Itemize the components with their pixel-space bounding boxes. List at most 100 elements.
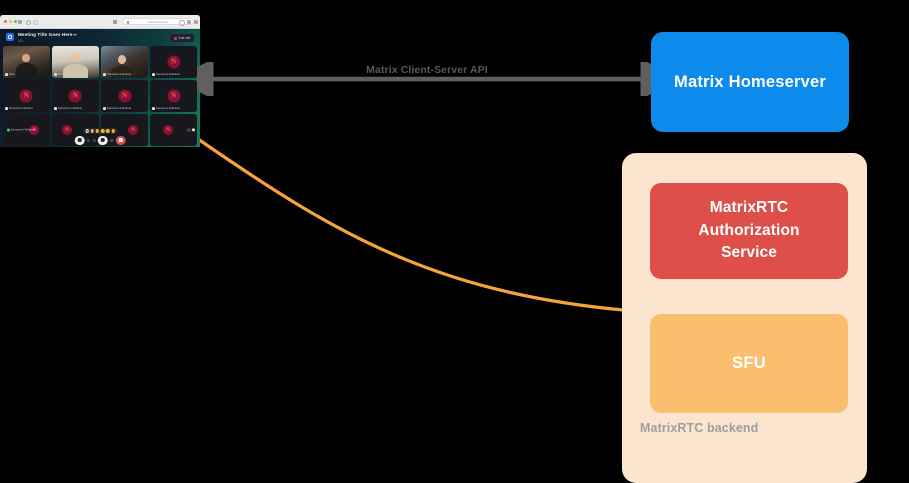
end-call-button[interactable]: End call (168, 33, 195, 43)
microphone-icon (152, 106, 155, 111)
participant-name: Someone Fullname (10, 128, 35, 132)
tile-controls[interactable] (187, 128, 195, 132)
end-call-label: End call (178, 36, 190, 40)
microphone-icon (103, 106, 106, 111)
back-icon[interactable] (26, 19, 31, 25)
avatar: N (19, 89, 33, 103)
avatar: N (127, 125, 138, 136)
sfu-label: SFU (732, 354, 766, 372)
tabs-overview-icon[interactable] (194, 19, 198, 24)
meeting-title: Meeting Title Goes Here (18, 32, 73, 37)
participant-name: Someone Fullname (8, 107, 33, 111)
reactions-bar[interactable] (82, 127, 118, 134)
avatar (110, 65, 134, 78)
participant-tile[interactable]: N Someone Fullname (150, 46, 197, 78)
participant-tile[interactable]: Someone Fullname (101, 46, 148, 78)
participant-nameplate: Someone Fullname (152, 72, 180, 77)
camera-button[interactable] (86, 138, 90, 142)
participant-grid: Alice Someone Fullname (3, 46, 197, 146)
address-bar[interactable]: call.element.io (122, 18, 194, 25)
meeting-subtitle: 12 ↑ (18, 38, 25, 43)
microphone-icon (54, 72, 57, 77)
participant-name: Someone Fullname (107, 107, 132, 111)
hangup-button[interactable] (115, 135, 126, 145)
forward-icon[interactable] (33, 19, 38, 25)
avatar: N (62, 125, 73, 136)
reaction-icon[interactable] (95, 129, 100, 133)
participant-tile[interactable]: N Someone Fullname (52, 80, 99, 112)
microphone-button[interactable] (74, 135, 85, 145)
call-controls[interactable] (74, 127, 126, 145)
fullscreen-icon[interactable] (187, 128, 191, 132)
avatar: N (163, 125, 174, 136)
browser-chrome: call.element.io (0, 15, 200, 29)
hangup-icon (173, 36, 177, 40)
client-browser-window[interactable]: call.element.io Meeting Title Goes Here … (0, 15, 200, 147)
matrixrtc-authorization-service-label: MatrixRTC Authorization Service (698, 199, 800, 262)
participant-name: Someone Fullname (107, 72, 132, 76)
more-options-button[interactable] (110, 138, 114, 142)
reaction-icon[interactable] (100, 129, 105, 133)
address-bar-url: call.element.io (147, 19, 169, 24)
shield-icon[interactable] (113, 19, 117, 24)
participant-tile[interactable]: Someone Fullname (52, 46, 99, 78)
matrixrtc-authorization-service-node[interactable]: MatrixRTC Authorization Service (650, 183, 848, 279)
participant-tile[interactable]: Alice (3, 46, 50, 78)
avatar: N (167, 89, 181, 103)
matrix-homeserver-node[interactable]: Matrix Homeserver (651, 32, 849, 132)
participant-name: Someone Fullname (57, 72, 83, 76)
participant-nameplate: Someone Fullname (5, 106, 33, 111)
chevron-down-icon[interactable] (73, 34, 77, 37)
more-options-icon[interactable] (191, 128, 195, 132)
avatar: N (68, 89, 82, 103)
zoom-icon[interactable] (14, 20, 17, 23)
call-header: Meeting Title Goes Here 12 ↑ End call (0, 29, 200, 46)
control-buttons-row[interactable] (74, 135, 126, 145)
participant-nameplate: Someone Fullname (54, 106, 83, 111)
microphone-icon (5, 106, 8, 111)
sidebar-icon[interactable] (18, 19, 22, 24)
participant-nameplate: Someone Fullname (7, 129, 35, 132)
participant-name: Alice (8, 72, 15, 76)
minimize-icon[interactable] (9, 20, 12, 23)
app-logo-icon (6, 33, 14, 41)
screenshare-button[interactable] (92, 138, 96, 142)
participant-tile[interactable]: N Someone Fullname (3, 80, 50, 112)
matrixrtc-backend-label: MatrixRTC backend (640, 421, 759, 435)
participant-nameplate: Someone Fullname (103, 72, 132, 77)
microphone-icon (77, 138, 82, 143)
diagram-canvas: call.element.io Meeting Title Goes Here … (0, 15, 867, 483)
hangup-icon (118, 138, 123, 143)
sfu-node[interactable]: SFU (650, 314, 848, 413)
participant-tile[interactable]: N Someone Fullname (150, 80, 197, 112)
traffic-lights[interactable] (4, 20, 17, 23)
matrixrtc-backend-panel: MatrixRTC Authorization Service SFU Matr… (622, 153, 867, 483)
reaction-icon[interactable] (111, 129, 115, 133)
participant-name: Someone Fullname (57, 107, 83, 111)
participant-name: Someone Fullname (156, 107, 181, 111)
participant-nameplate: Someone Fullname (54, 72, 83, 77)
share-icon[interactable] (179, 19, 185, 26)
microphone-icon (5, 72, 8, 77)
avatar (70, 52, 80, 63)
participant-tile[interactable]: N (150, 114, 197, 146)
new-tab-icon[interactable] (187, 19, 191, 24)
avatar: N (167, 55, 181, 69)
lock-icon (127, 21, 129, 24)
microphone-icon (7, 128, 10, 132)
matrix-homeserver-label: Matrix Homeserver (674, 72, 826, 91)
raise-hand-button[interactable] (98, 135, 108, 145)
reaction-icon[interactable] (106, 129, 110, 133)
avatar (16, 63, 37, 78)
avatar (63, 64, 88, 78)
participant-nameplate: Someone Fullname (103, 106, 132, 111)
client-server-api-label: Matrix Client-Server API (366, 64, 488, 76)
participant-tile[interactable]: N Someone Fullname (101, 80, 148, 112)
participant-nameplate: Someone Fullname (152, 106, 181, 111)
participant-tile[interactable]: N Someone Fullname (3, 114, 50, 146)
video-call-app: Meeting Title Goes Here 12 ↑ End call Al… (0, 29, 200, 147)
emoji-picker-icon[interactable] (85, 129, 89, 133)
close-icon[interactable] (4, 20, 7, 23)
avatar (22, 54, 30, 63)
reaction-icon[interactable] (90, 129, 94, 133)
